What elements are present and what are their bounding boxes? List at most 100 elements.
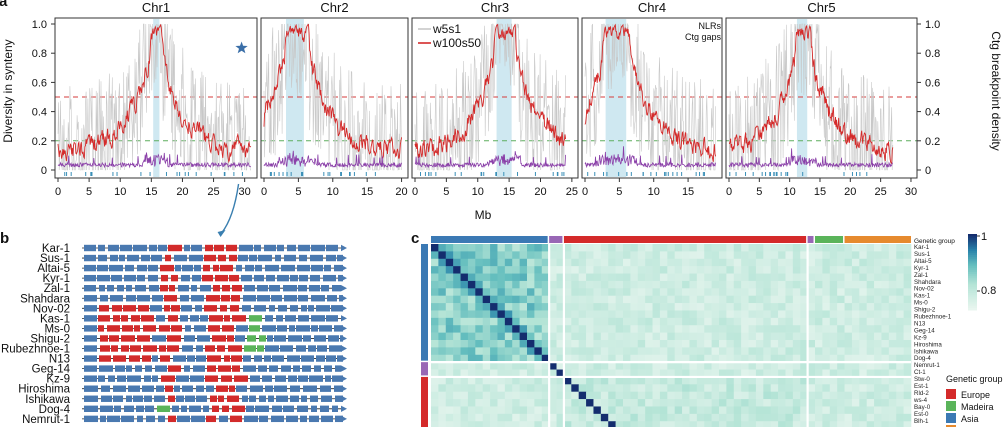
heatmap-cell [556,406,565,415]
heatmap-cell [866,347,875,356]
heatmap-cell [822,325,831,333]
heatmap-cell [519,244,528,252]
heatmap-cell [556,421,565,427]
gene-block [326,315,338,322]
heatmap-cell [815,325,823,333]
gene-block [158,415,165,423]
gene-block [185,325,191,332]
heatmap-cell [741,399,749,407]
gene-block [299,274,308,282]
heatmap-cell [674,244,683,252]
colorbar-step [968,296,977,300]
gene-block [109,264,123,272]
heatmap-cell [504,413,513,422]
gene-block [218,395,224,402]
heatmap-cell [874,399,882,407]
gene-arrowhead [341,325,347,332]
gene-block [121,335,135,342]
heatmap-cell [586,347,594,356]
heatmap-cell [844,273,853,282]
heatmap-cell [578,421,587,427]
heatmap-cell [467,413,476,422]
heatmap-cell [637,325,646,333]
gene-block [310,254,323,262]
group-bar-top-madeira [807,236,814,243]
heatmap-cell [475,362,483,370]
heatmap-cell [696,303,705,311]
heatmap-cell [859,325,867,333]
heatmap-cell [637,391,646,400]
heatmap-cell [453,347,461,356]
heatmap-cell [896,406,904,415]
heatmap-cell [726,258,735,267]
heatmap-cell [549,273,557,282]
colorbar-step [968,262,977,265]
heatmap-cell [534,310,543,319]
x-tick-label-chr4-0: 0 [582,186,588,198]
gene-block [133,395,143,402]
heatmap-cell [637,332,646,341]
heatmap-cell [815,340,823,348]
heatmap-cell [527,280,535,289]
heatmap-cell [623,399,631,407]
heatmap-cell [800,244,808,252]
x-tick-label-chr1-6: 30 [239,186,251,198]
heatmap-cell [475,332,483,341]
heatmap-cell [741,303,749,311]
heatmap-cell [682,295,690,304]
heatmap-cell [571,369,579,378]
heatmap-cell [630,413,639,422]
heatmap-row-label: Altai-5 [914,258,932,265]
heatmap-cell [844,251,853,260]
heatmap-cell [815,288,823,296]
heatmap-cell [438,310,447,319]
heatmap-cell [578,354,587,363]
gene-block [254,274,264,282]
heatmap-cell [829,347,838,356]
heatmap-cell [571,406,579,415]
heatmap-cell [741,310,749,319]
heatmap-cell [829,362,838,370]
gene-block [112,305,122,312]
heatmap-cell [844,325,853,333]
sample-label: Kar-1 [42,243,70,255]
gene-block [165,254,171,262]
heatmap-cell [497,310,506,319]
heatmap-cell [667,391,675,400]
gene-block [326,244,338,252]
heatmap-cell [652,354,661,363]
heatmap-cell [696,251,705,260]
gene-block [148,274,158,282]
x-tick-label-chr5-2: 10 [784,186,796,198]
series-breakpoint-chr1 [57,152,252,169]
panel-frame-chr4 [581,17,723,179]
gene-block [168,315,178,322]
heatmap-cell [733,288,742,296]
gene-block [176,395,184,402]
colorbar: 1 0.8 [968,231,996,311]
heatmap-cell [512,376,520,385]
heatmap-cell [748,406,757,415]
heatmap-cell [711,273,720,282]
heatmap-cell [431,347,439,356]
heatmap-cell [903,310,912,319]
heatmap-cell [763,258,771,267]
heatmap-cell [460,244,469,252]
heatmap-cell [659,369,668,378]
gene-block [84,325,97,332]
gene-block [229,254,237,262]
heatmap-cell [888,406,897,415]
heatmap-cell [445,391,454,400]
heatmap-cell [586,325,594,333]
heatmap-cell [822,244,831,252]
heatmap-cell [859,273,867,282]
heatmap-cell [696,295,705,304]
heatmap-cell [755,406,764,415]
heatmap-cell [608,413,616,422]
series-w100s50-chr1 [57,23,252,164]
heatmap-cell [497,288,506,296]
heatmap-cell [438,362,447,370]
heatmap-cell [792,376,801,385]
heatmap-cell [726,273,735,282]
gene-block [257,295,270,302]
